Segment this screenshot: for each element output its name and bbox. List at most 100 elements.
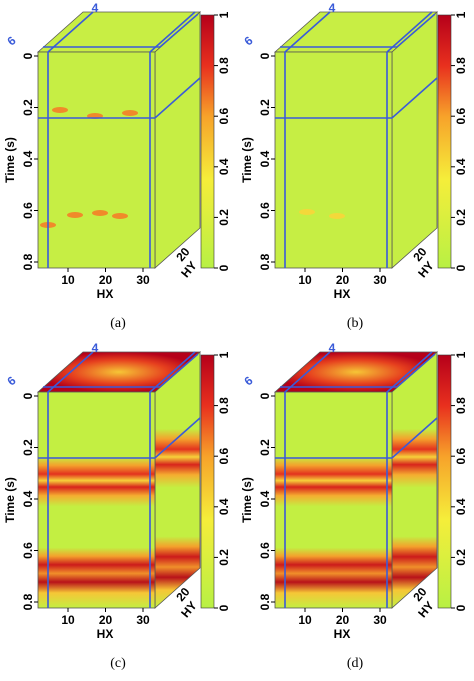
hx-tick-label: 30 [136,613,150,627]
hx-axis-label: HX [97,287,114,301]
slice-line [275,417,438,459]
hx-tick-label: 30 [373,613,387,627]
time-tick-label: 0.8 [258,593,272,610]
time-tick-label: 0.2 [258,99,272,116]
cube-side [391,351,438,609]
time-tick-label: 0.8 [21,253,35,270]
slice-line [386,11,433,268]
slice-line [280,13,436,48]
cube-front [37,391,156,609]
slice-label: 4 [92,1,99,15]
colorbar-tick-label: 0.6 [454,108,468,125]
colorbar-tick-label: 1 [217,351,231,358]
time-tick-label: 0.6 [21,202,35,219]
time-tick-label: 0.6 [21,542,35,559]
colorbar-tick-label: 1 [217,11,231,18]
slice-line [386,351,433,608]
colorbar-tick-label: 0.6 [454,448,468,465]
hx-axis-label: HX [334,627,351,641]
slice-line [43,353,199,388]
hx-axis-label: HX [97,627,114,641]
colorbar-tick-label: 0.8 [454,397,468,414]
colorbar-tick-label: 0.2 [454,549,468,566]
colorbar [200,354,215,609]
colorbar-tick-label: 0 [454,264,468,271]
colorbar-tick-label: 0.4 [454,158,468,175]
time-tick-label: 0.4 [258,490,272,507]
colorbar-tick-label: 0.2 [217,549,231,566]
colorbar-tick-label: 1 [454,11,468,18]
time-axis-label: Time (s) [240,137,254,183]
caption: (b) [347,316,364,331]
time-tick-label: 0.6 [258,202,272,219]
slice-label: 6 [4,373,18,388]
slice-line [38,77,201,119]
event-spot [299,209,315,215]
slice-line [149,351,196,608]
time-tick-label: 0.8 [21,593,35,610]
caption: (d) [347,656,364,671]
cube-front [274,51,393,269]
colorbar [437,354,452,609]
hx-tick-label: 10 [298,613,312,627]
caption: (c) [110,656,126,671]
hx-tick-label: 10 [61,273,75,287]
slice-line [43,13,199,48]
slice-label: 4 [92,341,99,355]
slice-label: 6 [241,33,255,48]
time-axis-label: Time (s) [3,477,17,523]
colorbar-tick-label: 0 [217,264,231,271]
time-tick-label: 0.2 [21,99,35,116]
event-spot [92,210,108,216]
time-tick-label: 0.2 [21,439,35,456]
colorbar-tick-label: 0.2 [217,209,231,226]
event-spot [329,213,345,219]
hx-tick-label: 10 [61,613,75,627]
hx-tick-label: 20 [99,613,113,627]
time-axis-label: Time (s) [3,137,17,183]
slice-label: 4 [329,1,336,15]
caption: (a) [110,316,126,331]
hx-tick-label: 20 [99,273,113,287]
colorbar-tick-label: 0.8 [217,57,231,74]
colorbar-tick-label: 0.4 [217,498,231,515]
time-tick-label: 0 [21,52,35,59]
colorbar [200,14,215,269]
slice-line [38,417,201,459]
slice-line [149,11,196,268]
colorbar-tick-label: 0.8 [454,57,468,74]
hx-tick-label: 30 [373,273,387,287]
slice-line [47,351,94,608]
time-tick-label: 0 [258,52,272,59]
time-tick-label: 0.6 [258,542,272,559]
slice-label: 4 [329,341,336,355]
colorbar-tick-label: 0 [217,604,231,611]
cube-side [154,11,201,269]
cube-side [391,11,438,269]
time-tick-label: 0.4 [21,490,35,507]
colorbar-tick-label: 0.4 [454,498,468,515]
time-tick-label: 0.4 [258,150,272,167]
event-spot [67,212,83,218]
time-axis-label: Time (s) [240,477,254,523]
colorbar-tick-label: 0.8 [217,397,231,414]
hx-axis-label: HX [334,287,351,301]
hx-tick-label: 20 [336,273,350,287]
hx-tick-label: 10 [298,273,312,287]
cube-front [274,391,393,609]
slice-label: 6 [4,33,18,48]
time-tick-label: 0.2 [258,439,272,456]
slice-line [284,351,331,608]
slice-line [275,77,438,119]
colorbar-tick-label: 0 [454,604,468,611]
slice-line [284,11,331,268]
hx-tick-label: 20 [336,613,350,627]
slice-label: 6 [241,373,255,388]
time-tick-label: 0.8 [258,253,272,270]
